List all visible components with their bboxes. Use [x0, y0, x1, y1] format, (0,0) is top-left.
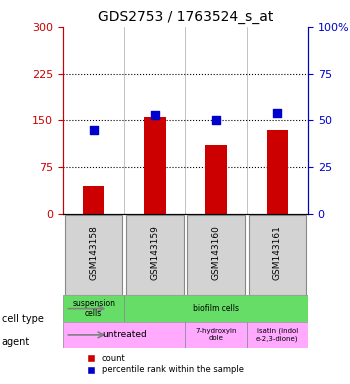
Bar	[186, 322, 247, 348]
Text: agent: agent	[2, 337, 30, 347]
Point	[213, 117, 219, 123]
Bar	[267, 130, 288, 214]
Point	[91, 127, 97, 133]
Bar	[83, 186, 104, 214]
Text: untreated: untreated	[102, 330, 147, 339]
Bar	[144, 117, 166, 214]
Text: GSM143159: GSM143159	[150, 225, 159, 280]
Bar	[126, 215, 184, 295]
Bar	[205, 145, 227, 214]
Bar	[63, 296, 124, 322]
Text: cell type: cell type	[2, 314, 44, 324]
Legend: count, percentile rank within the sample: count, percentile rank within the sample	[79, 351, 247, 378]
Bar	[65, 215, 122, 295]
Bar	[248, 215, 306, 295]
Text: 7-hydroxyin
dole: 7-hydroxyin dole	[195, 328, 237, 341]
Point	[152, 112, 158, 118]
Text: biofilm cells: biofilm cells	[193, 304, 239, 313]
Bar	[247, 322, 308, 348]
Bar	[187, 215, 245, 295]
Text: GSM143158: GSM143158	[89, 225, 98, 280]
Title: GDS2753 / 1763524_s_at: GDS2753 / 1763524_s_at	[98, 10, 273, 25]
Text: GSM143160: GSM143160	[212, 225, 220, 280]
Bar	[63, 322, 186, 348]
Point	[274, 110, 280, 116]
Text: isatin (indol
e-2,3-dione): isatin (indol e-2,3-dione)	[256, 328, 299, 342]
Text: GSM143161: GSM143161	[273, 225, 282, 280]
Bar	[124, 296, 308, 322]
Text: suspension
cells: suspension cells	[72, 299, 115, 318]
